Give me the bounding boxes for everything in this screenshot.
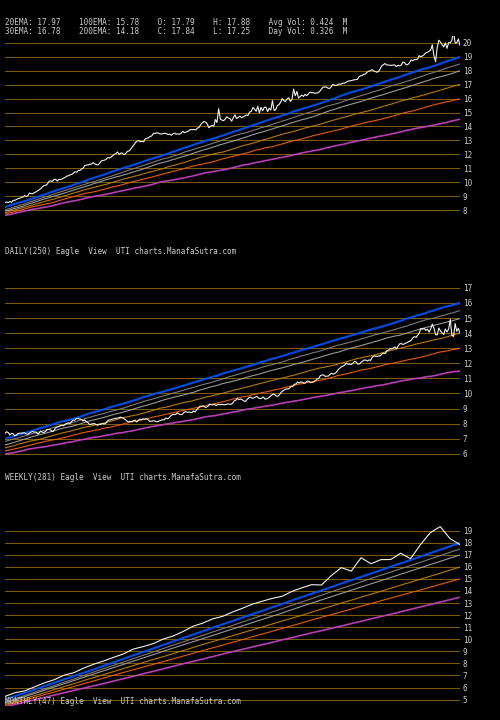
Text: MONTHLY(47) Eagle  View  UTI charts.ManafaSutra.com: MONTHLY(47) Eagle View UTI charts.Manafa… [5,697,241,706]
Text: DAILY(250) Eagle  View  UTI charts.ManafaSutra.com: DAILY(250) Eagle View UTI charts.ManafaS… [5,246,236,256]
Text: 30EMA: 16.78    200EMA: 14.18    C: 17.84    L: 17.25    Day Vol: 0.326  M: 30EMA: 16.78 200EMA: 14.18 C: 17.84 L: 1… [5,27,347,35]
Text: WEEKLY(281) Eagle  View  UTI charts.ManafaSutra.com: WEEKLY(281) Eagle View UTI charts.Manafa… [5,474,241,482]
Text: 20EMA: 17.97    100EMA: 15.78    O: 17.79    H: 17.88    Avg Vol: 0.424  M: 20EMA: 17.97 100EMA: 15.78 O: 17.79 H: 1… [5,18,347,27]
